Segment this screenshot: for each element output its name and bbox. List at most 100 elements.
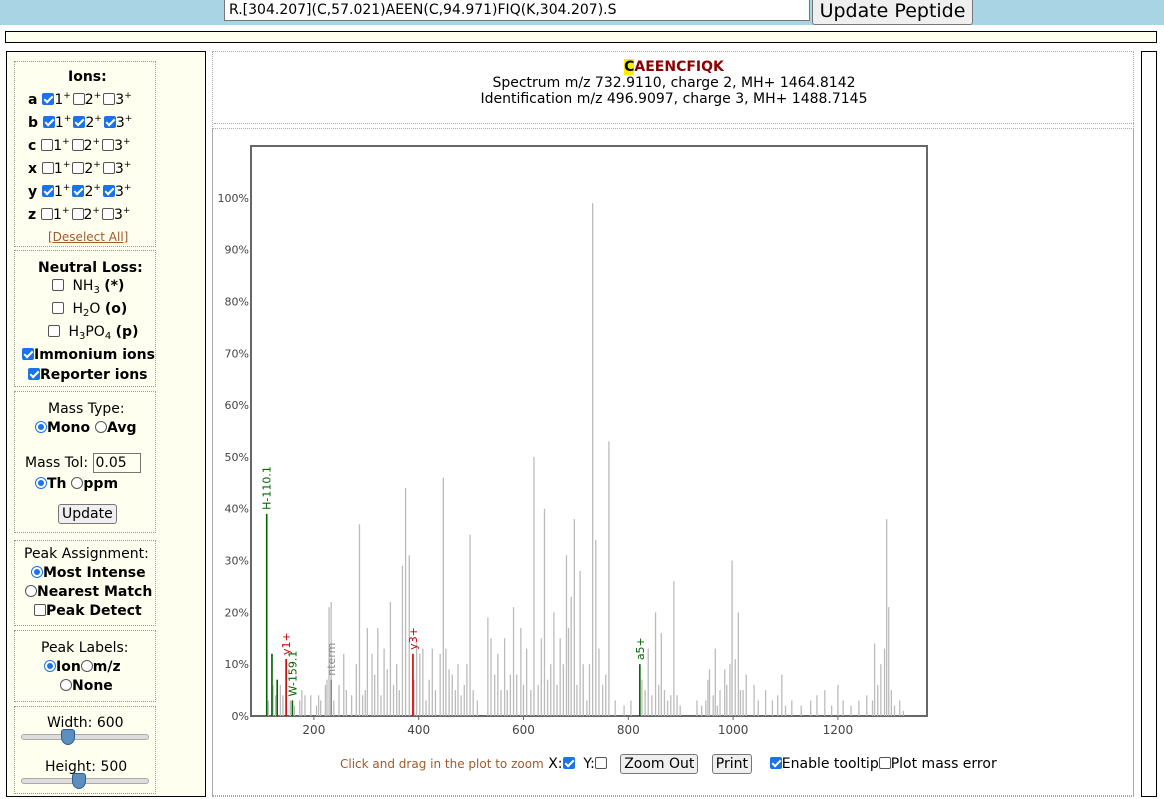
nearest-match-radio[interactable] — [25, 585, 37, 597]
ion-radio[interactable] — [44, 660, 56, 672]
ion-b-charge1-checkbox[interactable] — [42, 116, 55, 128]
mass-type-options: Mono Avg — [35, 420, 137, 436]
x-tick-label: 1200 — [823, 723, 854, 737]
zoom-out-button[interactable]: Zoom Out — [620, 754, 699, 774]
ion-row-z: z 1+ 2+ 3+ — [28, 206, 132, 223]
ion-x-charge3-checkbox[interactable] — [102, 162, 115, 174]
y-zoom-checkbox[interactable] — [594, 757, 607, 769]
mass-tol-label: Mass Tol: — [25, 455, 89, 471]
width-label: Width: 600 — [47, 715, 124, 731]
width-slider-thumb[interactable] — [61, 729, 75, 745]
spectrum-info: Spectrum m/z 732.9110, charge 2, MH+ 146… — [492, 75, 856, 91]
peak-detect-option[interactable]: Peak Detect — [34, 603, 142, 619]
peak-label: nterm — [325, 643, 338, 676]
h3po4-checkbox[interactable] — [48, 325, 60, 337]
ion-z-charge1-checkbox[interactable] — [41, 208, 54, 220]
nearest-match-option[interactable]: Nearest Match — [25, 584, 152, 600]
x-zoom-checkbox[interactable] — [562, 757, 575, 769]
deselect-all-link[interactable]: [Deselect All] — [48, 230, 129, 244]
peak-labels-title: Peak Labels: — [41, 640, 129, 656]
h3po4-option[interactable]: H3PO4 (p) — [48, 324, 138, 342]
reporter-option[interactable]: Reporter ions — [28, 367, 148, 383]
ion-letter: x — [28, 161, 42, 177]
mass-tol-input[interactable]: 0.05 — [92, 453, 141, 473]
zoom-hint: Click and drag in the plot to zoom — [340, 757, 544, 771]
spectrum-header: CAEENCFIQK Spectrum m/z 732.9110, charge… — [214, 53, 1134, 124]
y-tick-label: 30% — [225, 555, 249, 568]
ion-c-charge1-checkbox[interactable] — [41, 139, 54, 151]
ion-y-charge3-checkbox[interactable] — [102, 185, 115, 197]
print-button[interactable]: Print — [711, 754, 752, 774]
spectrum-chart[interactable]: 0% 10% 20% 30% 40% 50% 60% 70% 80% 90% 100% 200 400 6… — [213, 129, 1133, 749]
right-panel — [1141, 51, 1157, 797]
mz-radio[interactable] — [80, 660, 93, 672]
reporter-checkbox[interactable] — [28, 368, 40, 380]
mass-type-title: Mass Type: — [48, 401, 125, 417]
sequence-first-residue[interactable]: C — [624, 59, 635, 75]
h3po4-symbol: (p) — [115, 324, 139, 340]
peak-label: W-159.1 — [286, 651, 299, 697]
h2o-option[interactable]: H2O (o) — [52, 301, 127, 319]
ion-x-charge2-checkbox[interactable] — [72, 162, 85, 174]
peak-label: y3+ — [407, 627, 420, 650]
nh3-symbol: (*) — [104, 278, 125, 294]
h2o-label: H — [72, 301, 83, 317]
h2o-checkbox[interactable] — [52, 302, 64, 314]
mono-radio[interactable] — [35, 421, 47, 433]
mass-tol-row: Mass Tol: 0.05 — [25, 453, 141, 473]
ion-a-charge2-checkbox[interactable] — [72, 93, 85, 105]
ion-z-charge3-checkbox[interactable] — [101, 208, 114, 220]
ion-letter: c — [28, 138, 42, 154]
height-slider-thumb[interactable] — [72, 773, 86, 789]
x-tick-label: 1000 — [718, 723, 749, 737]
neutral-loss-title: Neutral Loss: — [38, 260, 143, 276]
most-intense-option[interactable]: Most Intense — [31, 565, 146, 581]
charge-label: 2+ — [84, 91, 102, 108]
ion-x-charge1-checkbox[interactable] — [41, 162, 54, 174]
plot-frame — [250, 145, 928, 717]
peak-detect-checkbox[interactable] — [34, 604, 46, 616]
reporter-label: Reporter ions — [40, 367, 148, 383]
peptide-input[interactable]: R.[304.207](C,57.021)AEEN(C,94.971)FIQ(K… — [224, 0, 810, 21]
ppm-radio[interactable] — [71, 477, 84, 489]
none-option[interactable]: None — [60, 678, 113, 694]
y-tick-label: 20% — [225, 606, 249, 619]
mass-panel: Mass Type: Mono Avg Mass Tol: 0.05 Th pp… — [14, 391, 156, 533]
ion-b-charge2-checkbox[interactable] — [73, 116, 86, 128]
nh3-checkbox[interactable] — [52, 279, 64, 291]
ion-y-charge1-checkbox[interactable] — [42, 185, 54, 197]
neutral-loss-panel: Neutral Loss: NH3 (*) H2O (o) H3PO4 (p) … — [14, 250, 156, 387]
none-radio[interactable] — [60, 679, 72, 691]
h3po4-sub2: 4 — [104, 331, 112, 342]
x-tick-label: 800 — [617, 723, 640, 737]
sidebar: Ions: a 1+ 2+ 3+ b 1+ 2+ 3+ c 1+ 2+ 3+ x 1+ 2+ 3+ y … — [6, 51, 206, 797]
tooltip-label: Enable tooltip — [781, 756, 879, 772]
ion-y-charge2-checkbox[interactable] — [72, 185, 85, 197]
ion-letter: y — [28, 184, 42, 200]
avg-radio[interactable] — [95, 421, 108, 433]
tooltip-checkbox[interactable] — [769, 757, 782, 769]
charge-label: 2+ — [85, 114, 102, 131]
nh3-option[interactable]: NH3 (*) — [52, 278, 124, 296]
ion-c-charge2-checkbox[interactable] — [71, 139, 84, 151]
most-intense-radio[interactable] — [31, 566, 43, 578]
update-button[interactable]: Update — [58, 504, 117, 524]
x-tick-label: 400 — [407, 723, 430, 737]
immonium-checkbox[interactable] — [22, 348, 34, 360]
update-peptide-button[interactable]: Update Peptide — [812, 0, 973, 25]
h2o-sub: 2 — [82, 308, 90, 319]
immonium-option[interactable]: Immonium ions — [22, 347, 155, 363]
ion-a-charge1-checkbox[interactable] — [42, 93, 55, 105]
ion-a-charge3-checkbox[interactable] — [103, 93, 116, 105]
ion-z-charge2-checkbox[interactable] — [71, 208, 84, 220]
mass-error-checkbox[interactable] — [878, 757, 891, 769]
ion-c-charge3-checkbox[interactable] — [102, 139, 115, 151]
peak-label: a5+ — [634, 637, 647, 660]
charge-label: 2+ — [83, 206, 100, 223]
ion-b-charge3-checkbox[interactable] — [103, 116, 116, 128]
th-radio[interactable] — [35, 477, 47, 489]
width-slider[interactable] — [21, 734, 149, 740]
nh3-label: NH — [72, 278, 94, 294]
y-tick-label: 100% — [218, 192, 249, 205]
charge-label: 1+ — [53, 160, 71, 177]
